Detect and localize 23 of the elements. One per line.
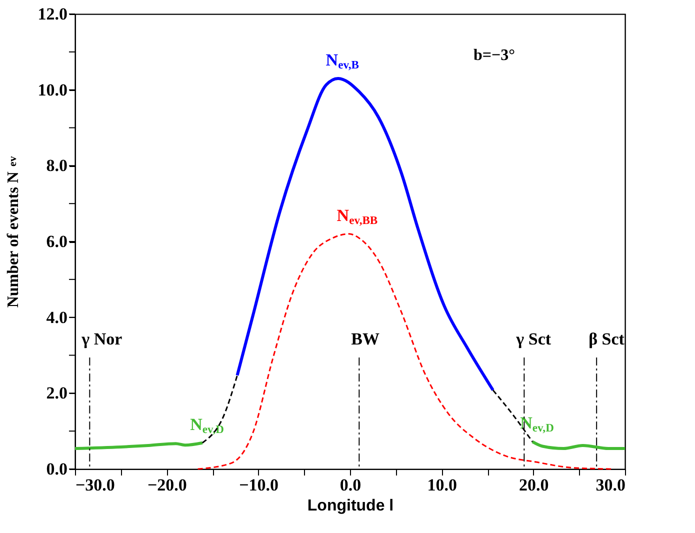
y-tick-label: 12.0 — [38, 4, 68, 24]
x-axis-title: Longitude l — [307, 498, 394, 514]
ref-line-label: β Sct — [588, 329, 625, 348]
y-tick-label: 8.0 — [46, 156, 68, 176]
x-tick-label: 10.0 — [427, 476, 458, 494]
x-tick-label: 0.0 — [340, 476, 362, 494]
y-tick-label: 2.0 — [46, 384, 68, 403]
x-tick-label: −10.0 — [239, 476, 279, 494]
line-series — [236, 76, 494, 392]
y-tick-label: 4.0 — [46, 308, 68, 327]
x-tick-label: −30.0 — [76, 476, 115, 494]
y-axis-title: Number of events Nev — [5, 156, 22, 308]
x-tick-label: −20.0 — [147, 476, 187, 494]
y-tick-label: 10.0 — [38, 80, 68, 100]
y-tick-label: 0.0 — [46, 460, 68, 478]
annotation: b=−3° — [473, 46, 515, 64]
ref-line-label: γ Sct — [515, 329, 552, 348]
y-tick-label: 6.0 — [46, 232, 68, 251]
x-tick-label: 20.0 — [518, 476, 549, 494]
ref-line-label: γ Nor — [80, 329, 123, 348]
x-tick-label: 30.0 — [596, 476, 626, 494]
ref-line-label: BW — [351, 329, 380, 348]
line-series — [530, 440, 626, 450]
